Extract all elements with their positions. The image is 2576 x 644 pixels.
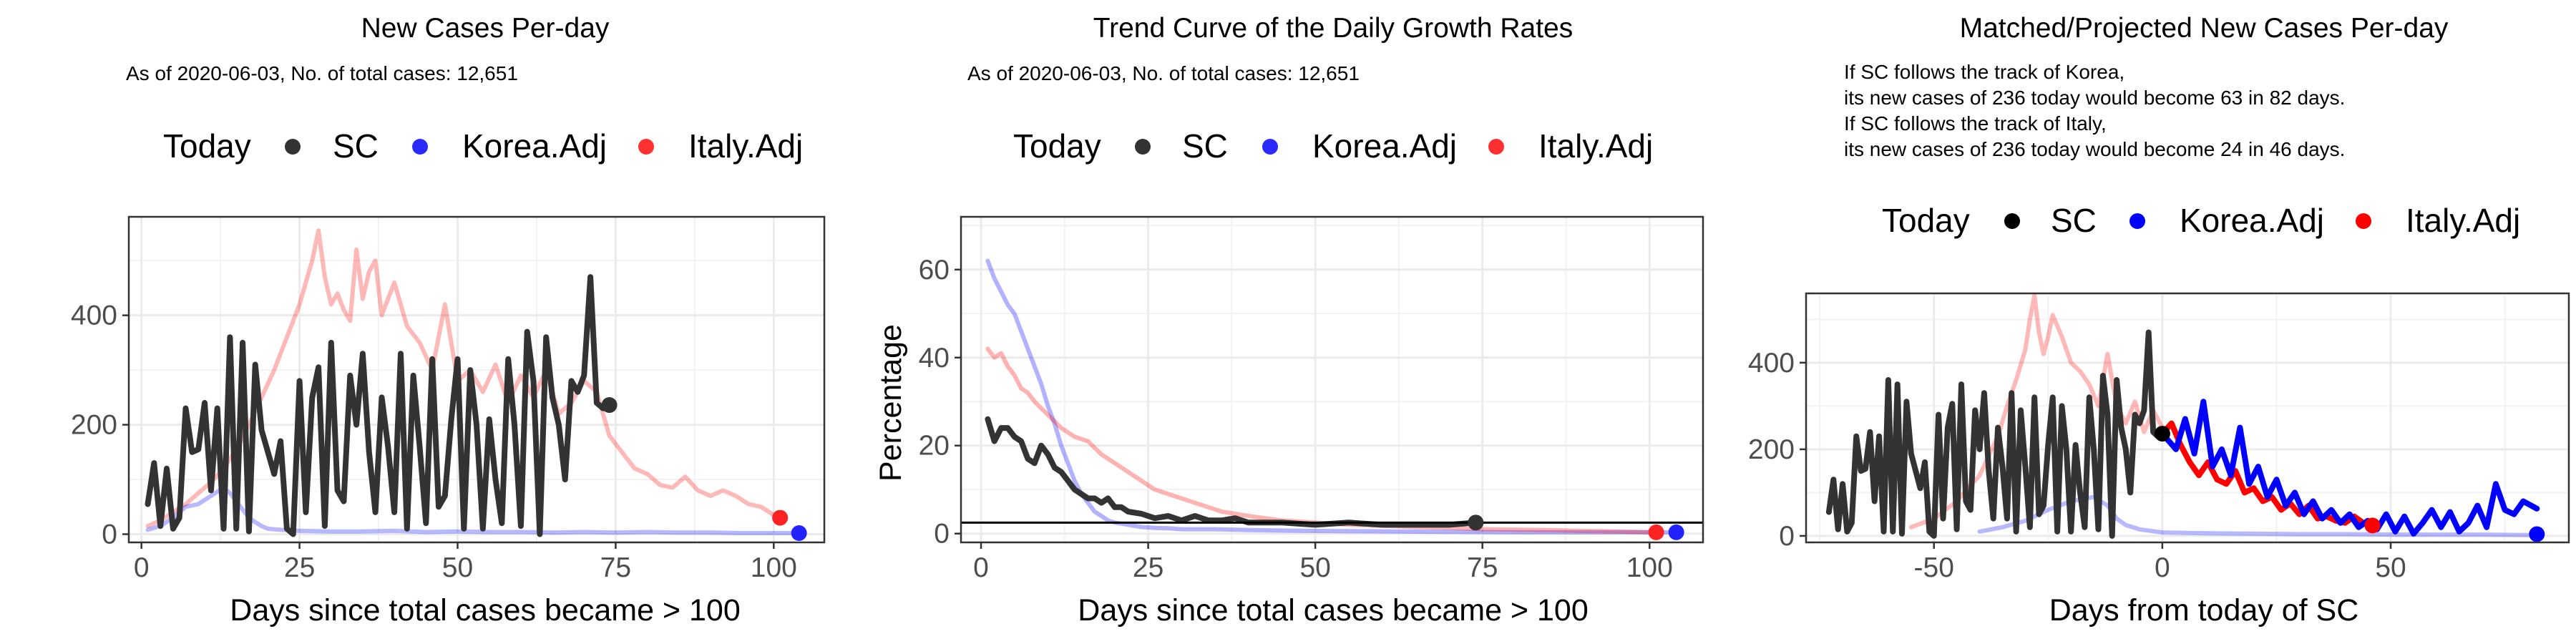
- x-tick-label: 0: [973, 552, 989, 583]
- y-tick-label: 20: [919, 431, 950, 462]
- panel-border: [127, 215, 826, 544]
- y-tick-label: 0: [934, 519, 950, 550]
- today-point-korea-adj: [791, 525, 807, 541]
- legend: Today SC Korea.Adj Italy.Adj: [1882, 202, 2520, 239]
- plot-area: 0 25 50 75 100 0 200 400: [71, 215, 826, 583]
- series-line-sc: [145, 274, 613, 537]
- today-point-italy-adj: [2364, 517, 2381, 534]
- legend-label-korea: Korea.Adj: [462, 127, 607, 165]
- chart-subtitle: As of 2020-06-03, No. of total cases: 12…: [967, 62, 1360, 84]
- x-tick-label: 75: [1467, 552, 1498, 583]
- legend-marker-italy: [638, 139, 654, 155]
- legend-label-italy: Italy.Adj: [1538, 127, 1653, 165]
- legend-label-korea: Korea.Adj: [1312, 127, 1457, 165]
- legend-marker-sc: [285, 139, 301, 155]
- legend-marker-korea: [412, 139, 428, 155]
- today-point-korea-adj: [1668, 524, 1684, 540]
- legend-title: Today: [1882, 202, 1970, 239]
- chart-subtitle-line-2: its new cases of 236 today would become …: [1844, 87, 2345, 109]
- legend: Today SC Korea.Adj Italy.Adj: [163, 127, 803, 165]
- chart-title: Trend Curve of the Daily Growth Rates: [1093, 13, 1573, 44]
- x-tick-label: 100: [1626, 552, 1673, 583]
- legend-label-italy: Italy.Adj: [2406, 202, 2520, 239]
- chart-subtitle: As of 2020-06-03, No. of total cases: 12…: [126, 62, 518, 84]
- legend-marker-korea: [1262, 139, 1278, 155]
- chart-subtitle-line-1: If SC follows the track of Korea,: [1844, 61, 2124, 83]
- today-point-italy-adj: [1648, 524, 1664, 540]
- legend-title: Today: [163, 127, 251, 165]
- legend-marker-italy: [1488, 139, 1504, 155]
- legend-label-italy: Italy.Adj: [688, 127, 803, 165]
- x-tick-label: 25: [284, 552, 315, 583]
- plot-area: 0 25 50 75 100 0 20 40 60: [919, 215, 1704, 583]
- series-line-sc: [1825, 329, 2165, 539]
- legend-marker-sc: [1135, 139, 1151, 155]
- plot-area: -50 0 50 0 200 400: [1748, 292, 2570, 583]
- x-tick-label: 75: [600, 552, 631, 583]
- legend: Today SC Korea.Adj Italy.Adj: [1013, 127, 1653, 165]
- legend-marker-korea: [2129, 213, 2145, 229]
- today-point-korea-adj: [2529, 526, 2545, 542]
- series-line-korea-adj: [145, 485, 801, 535]
- y-tick-label: 40: [919, 343, 950, 374]
- legend-title: Today: [1013, 127, 1101, 165]
- legend-label-sc: SC: [2051, 202, 2097, 239]
- panel-border: [1805, 292, 2570, 544]
- legend-marker-sc: [2004, 213, 2020, 229]
- panel-new-cases: New Cases Per-day As of 2020-06-03, No. …: [71, 13, 826, 628]
- today-point-sc: [2154, 426, 2170, 442]
- chart-subtitle-line-3: If SC follows the track of Italy,: [1844, 112, 2107, 135]
- chart-title: Matched/Projected New Cases Per-day: [1960, 13, 2449, 44]
- today-point-sc: [601, 397, 618, 414]
- x-tick-label: 100: [751, 552, 797, 583]
- panel-growth-rates: Trend Curve of the Daily Growth Rates As…: [874, 13, 1704, 628]
- x-tick-label: 0: [134, 552, 150, 583]
- y-axis-label: Percentage: [874, 324, 908, 482]
- today-point-italy-adj: [772, 509, 789, 526]
- series-line-italy-adj: [985, 346, 1652, 535]
- x-axis-label: Days since total cases became > 100: [230, 593, 740, 628]
- x-axis-label: Days from today of SC: [2049, 593, 2359, 628]
- series-line-korea-adj-projected: [2159, 399, 2540, 537]
- y-tick-label: 400: [1748, 348, 1795, 379]
- x-tick-label: 50: [442, 552, 473, 583]
- x-tick-label: -50: [1914, 552, 1954, 583]
- series-line-korea-adj-matched: [1977, 494, 2530, 537]
- panel-border: [960, 215, 1704, 544]
- chart-subtitle-line-4: its new cases of 236 today would become …: [1844, 138, 2345, 160]
- x-axis-label: Days since total cases became > 100: [1078, 593, 1588, 628]
- y-tick-label: 400: [71, 301, 117, 331]
- y-tick-label: 200: [71, 410, 117, 441]
- y-tick-label: 60: [919, 255, 950, 286]
- y-tick-label: 0: [1779, 521, 1795, 552]
- x-tick-label: 50: [2375, 552, 2406, 583]
- panel-matched-projected: Matched/Projected New Cases Per-day If S…: [1748, 13, 2570, 628]
- x-tick-label: 50: [1299, 552, 1330, 583]
- y-tick-label: 200: [1748, 434, 1795, 465]
- legend-marker-italy: [2356, 213, 2371, 229]
- series-line-korea-adj: [985, 258, 1679, 535]
- series-line-italy-adj: [145, 228, 776, 529]
- legend-label-sc: SC: [333, 127, 379, 165]
- y-tick-label: 0: [102, 519, 117, 550]
- legend-label-korea: Korea.Adj: [2180, 202, 2324, 239]
- x-tick-label: 25: [1133, 552, 1163, 583]
- plot-background: [961, 217, 1703, 542]
- legend-label-sc: SC: [1182, 127, 1228, 165]
- today-point-sc: [1468, 514, 1484, 531]
- x-tick-label: 0: [2155, 552, 2170, 583]
- chart-title: New Cases Per-day: [361, 13, 610, 44]
